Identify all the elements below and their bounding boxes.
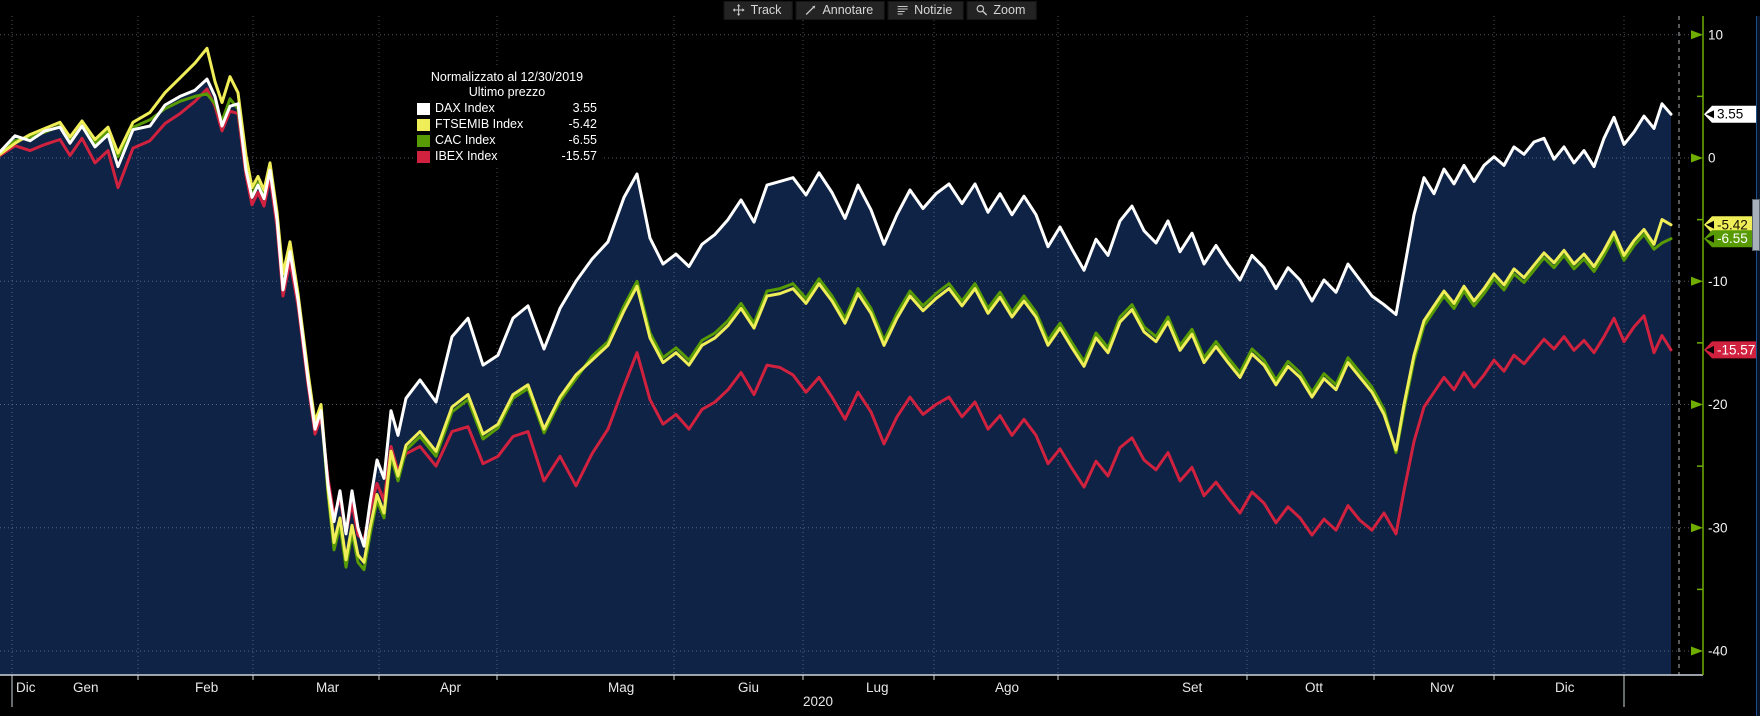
series-line-dax — [0, 77, 1673, 548]
legend-row: DAX Index 3.55 — [417, 101, 597, 116]
legend-series-name: FTSEMIB Index — [435, 117, 524, 131]
legend-series-name: IBEX Index — [435, 149, 498, 163]
price-tag--6.55 — [1704, 230, 1759, 248]
legend-row: FTSEMIB Index -5.42 — [417, 117, 597, 132]
legend-swatch — [417, 134, 430, 147]
y-axis-tick-arrow — [1691, 30, 1703, 40]
price-tag-text: -6.55 — [1717, 231, 1748, 246]
toolbar-button-label: Annotare — [822, 3, 874, 17]
x-axis-month-label: Feb — [195, 680, 218, 695]
toolbar-button-notizie[interactable]: Notizie — [887, 1, 964, 20]
legend-box: Normalizzato al 12/30/2019 Ultimo prezzo… — [413, 68, 601, 167]
y-axis-tick-label: -40 — [1708, 644, 1728, 659]
price-tag-text: 3.55 — [1717, 107, 1743, 122]
legend-swatch — [417, 150, 430, 163]
y-axis-tick-label: -20 — [1708, 397, 1728, 412]
scrollbar-thumb[interactable] — [1752, 199, 1760, 251]
legend-series-name: DAX Index — [435, 101, 495, 115]
legend-series-value: -15.57 — [561, 149, 597, 163]
y-axis-tick-label: -10 — [1708, 274, 1728, 289]
annotate-pencil-icon — [804, 4, 816, 16]
x-axis-year-label: 2020 — [803, 694, 833, 709]
chart-toolbar: Track Annotare Notizie Zoom — [723, 1, 1037, 20]
legend-swatch — [417, 102, 430, 115]
legend-title: Normalizzato al 12/30/2019 — [430, 70, 584, 84]
toolbar-button-label: Track — [750, 3, 782, 17]
y-axis-tick-arrow — [1691, 646, 1703, 656]
x-axis-month-label: Apr — [440, 680, 462, 695]
price-tag-pointer — [1706, 220, 1714, 229]
legend-series-value: 3.55 — [572, 101, 597, 115]
toolbar-button-label: Zoom — [993, 3, 1026, 17]
price-tag--15.57 — [1704, 341, 1759, 359]
y-axis-tick-arrow — [1691, 276, 1703, 286]
x-axis-month-label: Nov — [1430, 680, 1454, 695]
legend-series-value: -5.42 — [568, 117, 598, 131]
area-fill-under-dax — [0, 79, 1671, 676]
window-right-edge — [1756, 16, 1760, 716]
legend-series-name: CAC Index — [435, 133, 496, 147]
price-tag-pointer — [1706, 110, 1714, 119]
legend-row: IBEX Index -15.57 — [417, 149, 597, 164]
price-tag-3.55 — [1704, 105, 1759, 123]
x-axis-month-label: Dic — [16, 680, 36, 695]
price-tag-text: -5.42 — [1717, 217, 1748, 232]
price-tag-text: -15.57 — [1717, 342, 1755, 357]
y-axis-tick-arrow — [1691, 523, 1703, 533]
y-axis-tick-arrow — [1691, 400, 1703, 409]
legend-swatch — [417, 118, 430, 131]
x-axis-month-label: Mar — [316, 680, 340, 695]
x-axis-month-label: Ott — [1305, 680, 1323, 695]
y-axis-tick-label: 0 — [1708, 151, 1716, 166]
y-axis-tick-label: 10 — [1708, 27, 1723, 42]
x-axis-month-label: Dic — [1555, 680, 1575, 695]
legend-subtitle: Ultimo prezzo — [468, 85, 546, 99]
price-tag-pointer — [1706, 345, 1714, 354]
x-axis-month-label: Set — [1182, 680, 1203, 695]
x-axis-month-label: Ago — [995, 680, 1019, 695]
x-axis-month-label: Lug — [866, 680, 889, 695]
track-crosshair-icon — [732, 4, 745, 16]
legend-series-value: -6.55 — [568, 133, 598, 147]
toolbar-button-zoom[interactable]: Zoom — [966, 1, 1037, 20]
toolbar-button-label: Notizie — [914, 3, 953, 17]
legend-row: CAC Index -6.55 — [417, 133, 597, 148]
zoom-magnifier-icon — [975, 4, 987, 16]
x-axis-month-label: Gen — [73, 680, 99, 695]
y-axis-tick-arrow — [1691, 153, 1703, 163]
y-axis-tick-label: -30 — [1708, 520, 1728, 535]
toolbar-button-annotare[interactable]: Annotare — [795, 1, 885, 20]
legend-rows: DAX Index 3.55 FTSEMIB Index -5.42 CAC Index… — [417, 101, 597, 164]
x-axis-month-label: Giu — [738, 680, 759, 695]
price-tag--5.42 — [1704, 216, 1759, 234]
toolbar-button-track[interactable]: Track — [723, 1, 793, 20]
price-tag-pointer — [1706, 234, 1714, 243]
x-axis-month-label: Mag — [608, 680, 634, 695]
news-list-icon — [896, 4, 908, 16]
